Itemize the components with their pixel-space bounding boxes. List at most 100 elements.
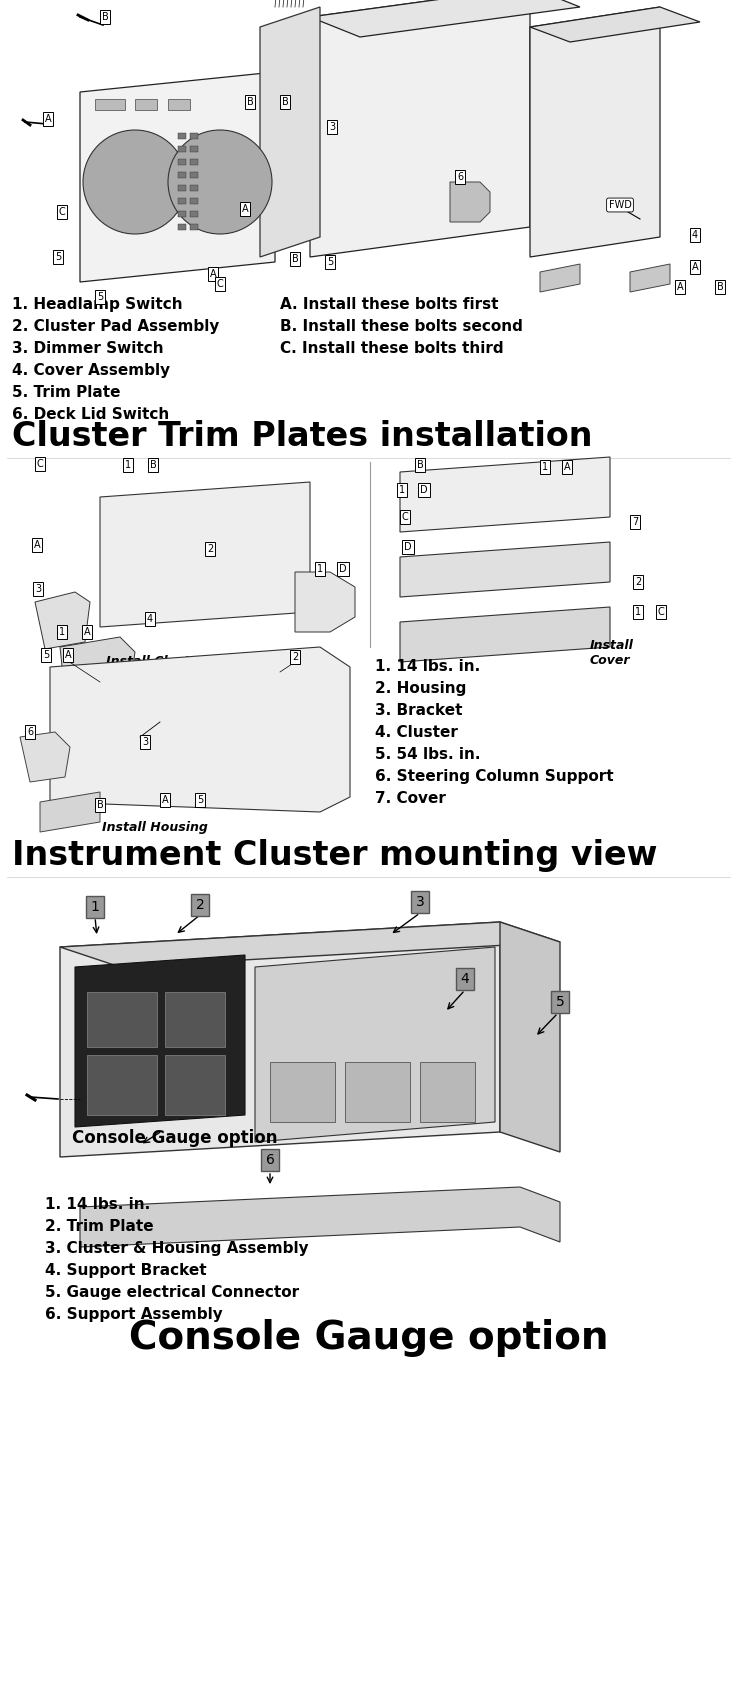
Text: 1: 1: [59, 626, 65, 636]
Polygon shape: [400, 608, 610, 662]
Polygon shape: [500, 921, 560, 1152]
Bar: [178, 199, 186, 204]
Text: 5. Gauge electrical Connector: 5. Gauge electrical Connector: [45, 1285, 299, 1300]
Bar: [135, 98, 157, 110]
Text: Install Housing: Install Housing: [102, 821, 208, 833]
Text: 7. Cover: 7. Cover: [375, 791, 446, 806]
Bar: [178, 132, 186, 139]
Text: 1: 1: [635, 608, 641, 618]
Text: 3. Dimmer Switch: 3. Dimmer Switch: [12, 341, 164, 356]
Text: 1: 1: [91, 899, 99, 915]
Text: B: B: [716, 282, 724, 292]
Text: 2. Cluster Pad Assembly: 2. Cluster Pad Assembly: [12, 319, 220, 334]
Bar: [190, 185, 198, 192]
Bar: [87, 993, 157, 1047]
Polygon shape: [20, 731, 70, 782]
Bar: [178, 210, 186, 217]
Text: A: A: [65, 650, 71, 660]
Polygon shape: [540, 265, 580, 292]
Text: 5: 5: [43, 650, 49, 660]
Text: B: B: [150, 460, 156, 470]
Text: 1. 14 lbs. in.: 1. 14 lbs. in.: [45, 1196, 150, 1212]
Text: B: B: [97, 799, 103, 809]
Text: C: C: [217, 278, 223, 288]
Polygon shape: [400, 541, 610, 597]
Bar: [165, 1056, 225, 1115]
Polygon shape: [50, 647, 350, 811]
Text: 5: 5: [55, 251, 61, 261]
Bar: [270, 1062, 335, 1122]
Polygon shape: [450, 182, 490, 222]
Text: 6: 6: [457, 171, 463, 182]
Polygon shape: [310, 0, 530, 256]
Text: A. Install these bolts first: A. Install these bolts first: [280, 297, 498, 312]
Text: D: D: [420, 485, 427, 496]
Text: Cluster Trim Plates installation: Cluster Trim Plates installation: [12, 419, 593, 453]
Text: 1. Headlamp Switch: 1. Headlamp Switch: [12, 297, 183, 312]
Text: 4: 4: [692, 231, 698, 239]
Text: 3. Bracket: 3. Bracket: [375, 703, 463, 718]
Text: A: A: [84, 626, 91, 636]
Text: 3. Cluster & Housing Assembly: 3. Cluster & Housing Assembly: [45, 1241, 309, 1256]
Text: A: A: [45, 114, 52, 124]
Text: A: A: [161, 794, 168, 804]
Bar: [95, 98, 125, 110]
Text: 2: 2: [292, 652, 298, 662]
Text: 3: 3: [329, 122, 335, 132]
Bar: [165, 993, 225, 1047]
Text: A: A: [242, 204, 248, 214]
Text: Console Gauge option: Console Gauge option: [72, 1129, 278, 1147]
Text: A: A: [677, 282, 683, 292]
Polygon shape: [530, 7, 660, 256]
Text: B: B: [292, 255, 298, 265]
Polygon shape: [75, 955, 245, 1127]
Text: 6. Steering Column Support: 6. Steering Column Support: [375, 769, 614, 784]
Bar: [420, 1062, 475, 1122]
Text: 3: 3: [416, 894, 425, 910]
Text: B: B: [247, 97, 254, 107]
Text: 1: 1: [542, 462, 548, 472]
Polygon shape: [630, 265, 670, 292]
Bar: [87, 1056, 157, 1115]
Text: 5. Trim Plate: 5. Trim Plate: [12, 385, 121, 400]
Polygon shape: [60, 921, 500, 1157]
Text: 1. 14 lbs. in.: 1. 14 lbs. in.: [375, 658, 481, 674]
Bar: [178, 171, 186, 178]
Polygon shape: [60, 636, 135, 696]
Bar: [178, 160, 186, 165]
Polygon shape: [530, 7, 700, 42]
Polygon shape: [60, 921, 560, 967]
Bar: [190, 224, 198, 231]
Text: B: B: [102, 12, 108, 22]
Text: 7: 7: [632, 518, 638, 528]
Text: Install
Cover: Install Cover: [590, 640, 634, 667]
Text: A: A: [34, 540, 41, 550]
Bar: [190, 199, 198, 204]
Polygon shape: [40, 792, 100, 832]
Text: C: C: [402, 512, 408, 523]
Circle shape: [168, 131, 272, 234]
Polygon shape: [100, 482, 310, 626]
Text: B: B: [282, 97, 288, 107]
Text: 6. Deck Lid Switch: 6. Deck Lid Switch: [12, 407, 170, 423]
Text: 5. 54 lbs. in.: 5. 54 lbs. in.: [375, 747, 481, 762]
Polygon shape: [255, 947, 495, 1142]
Bar: [190, 160, 198, 165]
Text: 2: 2: [635, 577, 641, 587]
Polygon shape: [80, 1186, 560, 1247]
Text: 3: 3: [35, 584, 41, 594]
Text: FWD: FWD: [609, 200, 632, 210]
Text: 4. Cluster: 4. Cluster: [375, 725, 458, 740]
Polygon shape: [400, 456, 610, 531]
Text: 5: 5: [197, 794, 203, 804]
Text: B. Install these bolts second: B. Install these bolts second: [280, 319, 523, 334]
Bar: [190, 210, 198, 217]
Polygon shape: [35, 592, 90, 648]
Text: 2: 2: [207, 545, 213, 553]
Text: 6: 6: [27, 726, 33, 736]
Text: C: C: [59, 207, 66, 217]
Text: D: D: [339, 563, 347, 574]
Text: Instrument Cluster mounting view: Instrument Cluster mounting view: [12, 838, 657, 872]
Bar: [345, 1062, 410, 1122]
Bar: [178, 224, 186, 231]
